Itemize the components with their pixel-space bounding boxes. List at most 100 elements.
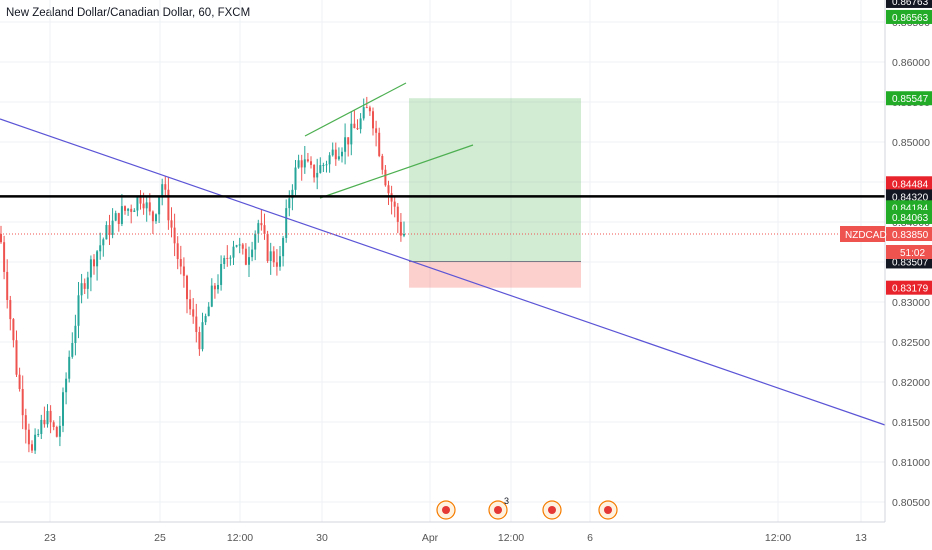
- candle-body: [120, 206, 123, 224]
- candle-body: [207, 306, 210, 317]
- price-tick-label: 0.82000: [892, 377, 930, 389]
- price-tick-label: 0.80500: [892, 497, 930, 509]
- candle-body: [170, 220, 173, 228]
- candle-body: [179, 259, 182, 267]
- candle-body: [337, 156, 340, 160]
- price-tag-bg: [886, 209, 932, 224]
- event-count: 3: [504, 496, 509, 506]
- candle-body: [55, 427, 58, 437]
- price-tag-bg: [886, 280, 932, 295]
- candle-body: [210, 285, 213, 307]
- candle-body: [21, 389, 24, 416]
- candle-body: [86, 277, 89, 289]
- candle-body: [151, 211, 154, 222]
- candle-body: [260, 223, 263, 226]
- price-tick-label: 0.85000: [892, 137, 930, 149]
- candle-body: [241, 244, 244, 249]
- channel-lower[interactable]: [319, 144, 474, 199]
- candle-body: [272, 251, 275, 263]
- event-marker[interactable]: [542, 500, 562, 520]
- candle-body: [83, 283, 86, 289]
- candle-body: [158, 197, 161, 215]
- time-tick-label: 30: [316, 532, 328, 544]
- time-axis[interactable]: 23 25 12:00 30 Apr 12:00 6 12:00 13: [0, 521, 932, 550]
- candle-body: [37, 433, 40, 435]
- candle-body: [3, 242, 6, 272]
- candle-body: [310, 161, 312, 165]
- candle-body: [266, 233, 269, 261]
- candle-body: [74, 325, 77, 343]
- drawings[interactable]: [0, 82, 886, 426]
- price-tag[interactable]: 0.83179: [886, 280, 932, 295]
- countdown-bg: [886, 245, 932, 259]
- candle-body: [344, 137, 347, 152]
- candle-body: [375, 128, 378, 133]
- candle-body: [223, 257, 226, 265]
- profit-zone[interactable]: [409, 98, 581, 262]
- candle-body: [99, 245, 102, 252]
- channel-upper[interactable]: [304, 82, 407, 137]
- time-tick-label: 13: [855, 532, 867, 544]
- candle-body: [117, 213, 120, 224]
- price-tick-label: 0.86000: [892, 57, 930, 69]
- price-tag[interactable]: 0.84063: [886, 209, 932, 224]
- position-zones[interactable]: [409, 98, 581, 288]
- candle-body: [275, 262, 278, 267]
- candle-body: [192, 309, 195, 317]
- candle-body: [148, 202, 151, 212]
- price-tag[interactable]: 0.84320: [886, 189, 932, 204]
- price-tag-label: 0.84063: [892, 213, 929, 224]
- candle-body: [0, 234, 2, 243]
- price-tag[interactable]: 0.85547: [886, 91, 932, 106]
- candle-body: [334, 149, 337, 160]
- candle-body: [173, 227, 176, 244]
- candle-body: [313, 164, 316, 178]
- candle-body: [294, 167, 297, 190]
- symbol-tag-bg: [840, 226, 885, 242]
- candle-body: [378, 132, 381, 156]
- candle-body: [49, 410, 52, 423]
- event-marker[interactable]: 3: [488, 496, 509, 520]
- candle-body: [24, 415, 27, 430]
- candle-body: [108, 225, 111, 235]
- candle-body: [279, 256, 281, 267]
- candle-body: [217, 284, 219, 290]
- price-tag[interactable]: 0.86763: [886, 0, 932, 8]
- candle-body: [238, 244, 241, 246]
- candle-body: [220, 264, 223, 285]
- event-marker[interactable]: [598, 500, 618, 520]
- candle-body: [195, 316, 198, 333]
- loss-zone[interactable]: [409, 261, 581, 288]
- event-marker[interactable]: [436, 500, 456, 520]
- price-tag[interactable]: 0.86563: [886, 9, 932, 24]
- price-axis[interactable]: 0.80500 0.81000 0.81500 0.82000 0.82500 0.830…: [840, 0, 932, 550]
- candle-body: [288, 198, 291, 209]
- trendline[interactable]: [0, 118, 886, 426]
- candle-body: [248, 257, 250, 265]
- price-tick-label: 0.81500: [892, 417, 930, 429]
- candle-body: [155, 214, 157, 222]
- candle-body: [204, 316, 207, 323]
- price-tag[interactable]: 0.84484: [886, 176, 932, 191]
- price-tag-bg: [886, 91, 932, 106]
- price-tag[interactable]: 0.83850: [886, 227, 932, 241]
- price-tag-label: 0.83850: [892, 230, 929, 241]
- candle-body: [124, 206, 126, 211]
- candle-body: [201, 322, 204, 350]
- events[interactable]: 3: [436, 496, 618, 520]
- candle-body: [46, 410, 49, 425]
- candle-body: [9, 300, 12, 320]
- candles: [0, 96, 405, 454]
- price-tick-label: 0.82500: [892, 337, 930, 349]
- candle-body: [27, 429, 30, 445]
- candle-body: [353, 123, 356, 129]
- candle-body: [229, 257, 232, 259]
- chart-title: New Zealand Dollar/Canadian Dollar, 60, …: [6, 7, 251, 19]
- candle-body: [43, 419, 46, 425]
- candle-body: [350, 123, 353, 145]
- candle-body: [331, 149, 334, 156]
- candle-body: [189, 299, 192, 310]
- price-tag-label: 0.83179: [892, 284, 929, 295]
- candle-body: [105, 225, 108, 240]
